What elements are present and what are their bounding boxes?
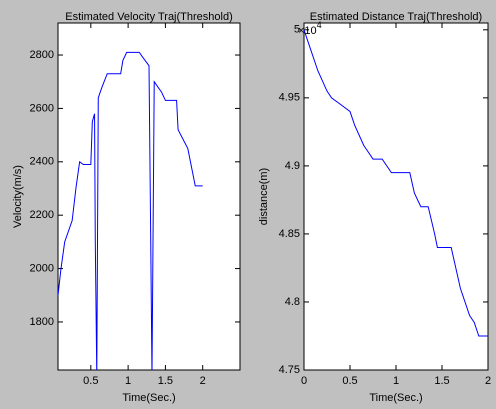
y-axis-label: distance(m)	[258, 168, 270, 225]
y-multiplier-exp: 4	[317, 20, 322, 30]
x-tick-label: 1.5	[434, 375, 449, 387]
x-axis-label: Time(Sec.)	[122, 392, 175, 404]
x-tick-label: 0.5	[342, 375, 357, 387]
y-multiplier-base: ×10	[298, 25, 317, 37]
y-tick-label: 2400	[30, 156, 54, 168]
y-tick-label: 2800	[30, 49, 54, 61]
y-tick-label: 2200	[30, 209, 54, 221]
y-tick-label: 4.9	[285, 160, 300, 172]
y-tick-label: 2600	[30, 102, 54, 114]
x-tick-label: 1	[393, 375, 399, 387]
y-tick-label: 5	[294, 24, 300, 36]
y-axis-label: Velocity(m/s)	[12, 165, 24, 228]
y-tick-label: 4.8	[285, 296, 300, 308]
x-tick-label: 2	[200, 375, 206, 387]
x-tick-label: 0.5	[83, 375, 98, 387]
y-tick-label: 2000	[30, 262, 54, 274]
data-line	[304, 29, 488, 337]
x-tick-label: 1.5	[158, 375, 173, 387]
chart-title: Estimated Distance Traj(Threshold)	[310, 11, 482, 23]
y-tick-label: 4.95	[279, 92, 300, 104]
x-tick-label: 0	[301, 375, 307, 387]
y-tick-label: 1800	[30, 316, 54, 328]
plot-area	[303, 22, 489, 371]
chart-title: Estimated Velocity Traj(Threshold)	[65, 11, 233, 23]
y-multiplier: ×104	[298, 20, 322, 37]
x-tick-label: 1	[125, 375, 131, 387]
y-tick-label: 4.75	[279, 364, 300, 376]
x-tick-label: 2	[485, 375, 491, 387]
y-tick-label: 4.85	[279, 228, 300, 240]
data-line	[58, 51, 203, 370]
x-axis-label: Time(Sec.)	[369, 392, 422, 404]
